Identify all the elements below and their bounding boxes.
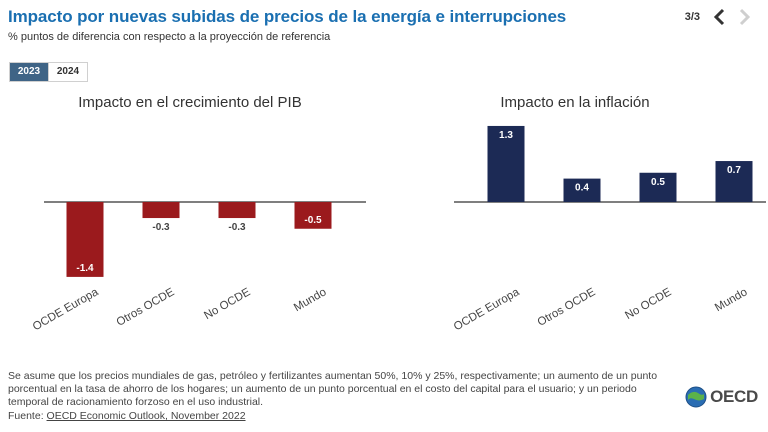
chevron-left-icon <box>713 8 725 26</box>
pager: 3/3 <box>685 6 756 28</box>
inflation-data-label: 0.4 <box>575 183 589 194</box>
inflation-bar <box>487 125 525 202</box>
gdp-category-label: Mundo <box>292 286 328 314</box>
logo-text: OECD <box>710 387 758 406</box>
inflation-category-label: Otros OCDE <box>536 286 598 329</box>
chevron-right-icon <box>739 8 751 26</box>
next-button[interactable] <box>734 6 756 28</box>
inflation-category-label: No OCDE <box>623 286 674 322</box>
gdp-category-label: No OCDE <box>202 286 253 322</box>
gdp-category-label: OCDE Europa <box>31 286 101 333</box>
gdp-chart-title: Impacto en el crecimiento del PIB <box>78 94 301 111</box>
page-indicator: 3/3 <box>684 11 700 23</box>
inflation-chart-title: Impacto en la inflación <box>500 94 649 111</box>
inflation-bar <box>639 172 677 202</box>
gdp-data-label: -1.4 <box>76 263 94 274</box>
source-link[interactable]: OECD Economic Outlook, November 2022 <box>46 410 246 422</box>
gdp-bar <box>218 202 256 219</box>
gdp-data-label: -0.3 <box>152 222 170 233</box>
page-subtitle: % puntos de diferencia con respecto a la… <box>8 31 331 43</box>
year-tabs: 2023 2024 <box>9 62 88 82</box>
charts-area: Impacto en el crecimiento del PIB -1.4 OCD… <box>31 94 766 333</box>
source-label: Fuente: <box>8 410 47 422</box>
inflation-category-label: OCDE Europa <box>452 286 522 333</box>
source-line: Fuente: OECD Economic Outlook, November … <box>8 410 246 422</box>
gdp-data-label: -0.3 <box>228 222 246 233</box>
gdp-bar <box>142 202 180 219</box>
inflation-bar <box>715 161 753 202</box>
tab-2024[interactable]: 2024 <box>48 63 87 81</box>
tab-2023[interactable]: 2023 <box>10 63 48 81</box>
inflation-category-label: Mundo <box>713 286 749 314</box>
inflation-bar <box>563 178 601 202</box>
gdp-category-label: Otros OCDE <box>115 286 177 329</box>
footnote: Se asume que los precios mundiales de ga… <box>8 370 658 408</box>
oecd-logo: OECD <box>685 386 758 408</box>
gdp-data-label: -0.5 <box>304 215 322 226</box>
inflation-data-label: 0.5 <box>651 177 665 188</box>
page-title: Impacto por nuevas subidas de precios de… <box>8 7 567 26</box>
gdp-bar <box>294 202 332 229</box>
globe-icon <box>685 386 707 408</box>
previous-button[interactable] <box>708 6 730 28</box>
gdp-bar <box>66 202 104 277</box>
inflation-data-label: 0.7 <box>727 165 741 176</box>
inflation-data-label: 1.3 <box>499 130 513 141</box>
